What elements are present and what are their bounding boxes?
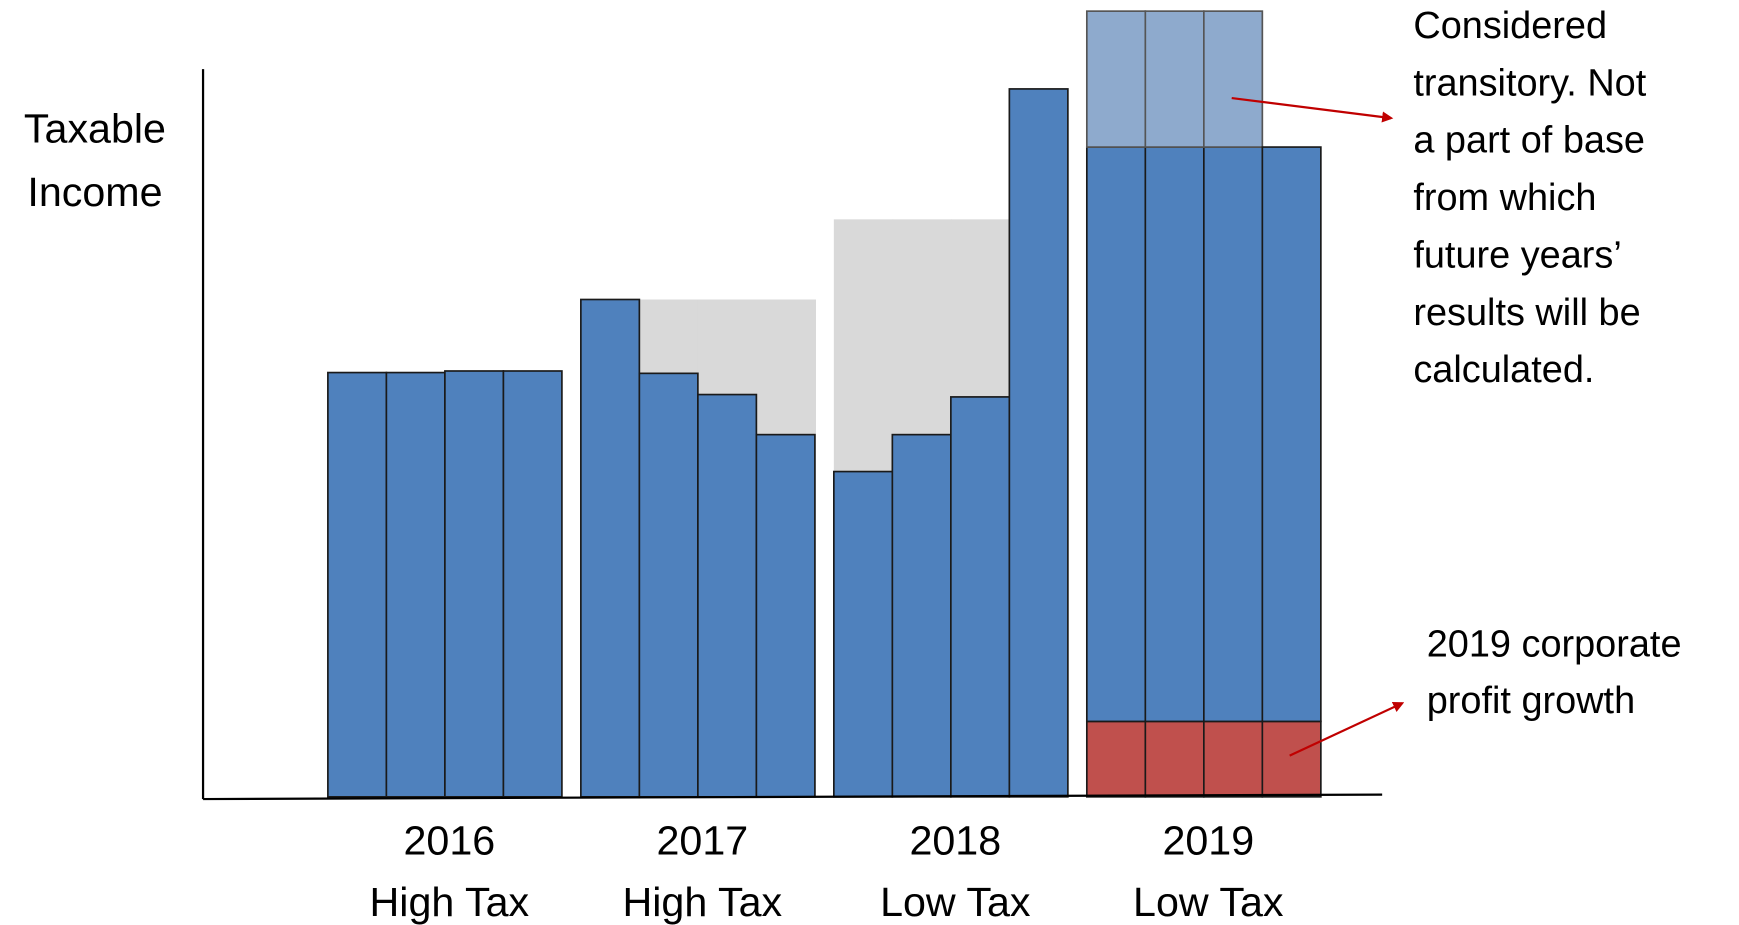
bar	[444, 370, 505, 798]
bar	[833, 470, 894, 798]
bar	[1085, 146, 1147, 723]
annotation: results will be	[1413, 292, 1640, 334]
y-axis-label: Income	[27, 169, 162, 215]
bar	[1203, 146, 1264, 723]
arrow	[1231, 96, 1394, 123]
x-axis	[203, 793, 1383, 801]
annotation: future years’	[1413, 234, 1621, 276]
bar	[1261, 146, 1322, 723]
group-year-label: 2018	[909, 818, 1001, 864]
annotation: a part of base	[1413, 120, 1645, 162]
bar	[1144, 146, 1205, 723]
bar	[1144, 720, 1205, 798]
bar	[950, 396, 1011, 798]
bar	[755, 433, 816, 798]
annotation: from which	[1413, 177, 1596, 219]
bar	[697, 393, 758, 798]
bar	[1085, 720, 1147, 798]
group-year-label: 2019	[1162, 818, 1254, 864]
annotation: 2019 corporate	[1427, 623, 1682, 665]
annotation: Considered	[1413, 5, 1607, 47]
bar	[1144, 10, 1205, 148]
labels: 2016 High Tax 2017 High Tax 2018 Low Tax 2019 L…	[370, 5, 1682, 925]
bar	[327, 371, 388, 798]
bar	[385, 371, 446, 798]
bar	[1008, 88, 1069, 798]
arrow	[1289, 701, 1405, 757]
bar	[1203, 720, 1264, 798]
bar	[1203, 10, 1264, 148]
group-regime-label: High Tax	[623, 879, 783, 925]
annotation: calculated.	[1413, 349, 1594, 391]
bar	[1085, 10, 1147, 148]
bars	[327, 10, 1322, 798]
bar	[1261, 720, 1322, 798]
group-regime-label: Low Tax	[1133, 879, 1284, 925]
y-axis-label: Taxable	[24, 105, 166, 151]
group-year-label: 2017	[656, 818, 748, 864]
group-regime-label: Low Tax	[880, 879, 1031, 925]
bar	[638, 372, 699, 798]
bar	[580, 298, 641, 798]
group-year-label: 2016	[403, 818, 495, 864]
bar	[891, 433, 952, 798]
annotation: transitory. Not	[1413, 62, 1646, 104]
bar	[502, 370, 563, 798]
group-regime-label: High Tax	[370, 879, 530, 925]
annotation: profit growth	[1427, 680, 1635, 722]
